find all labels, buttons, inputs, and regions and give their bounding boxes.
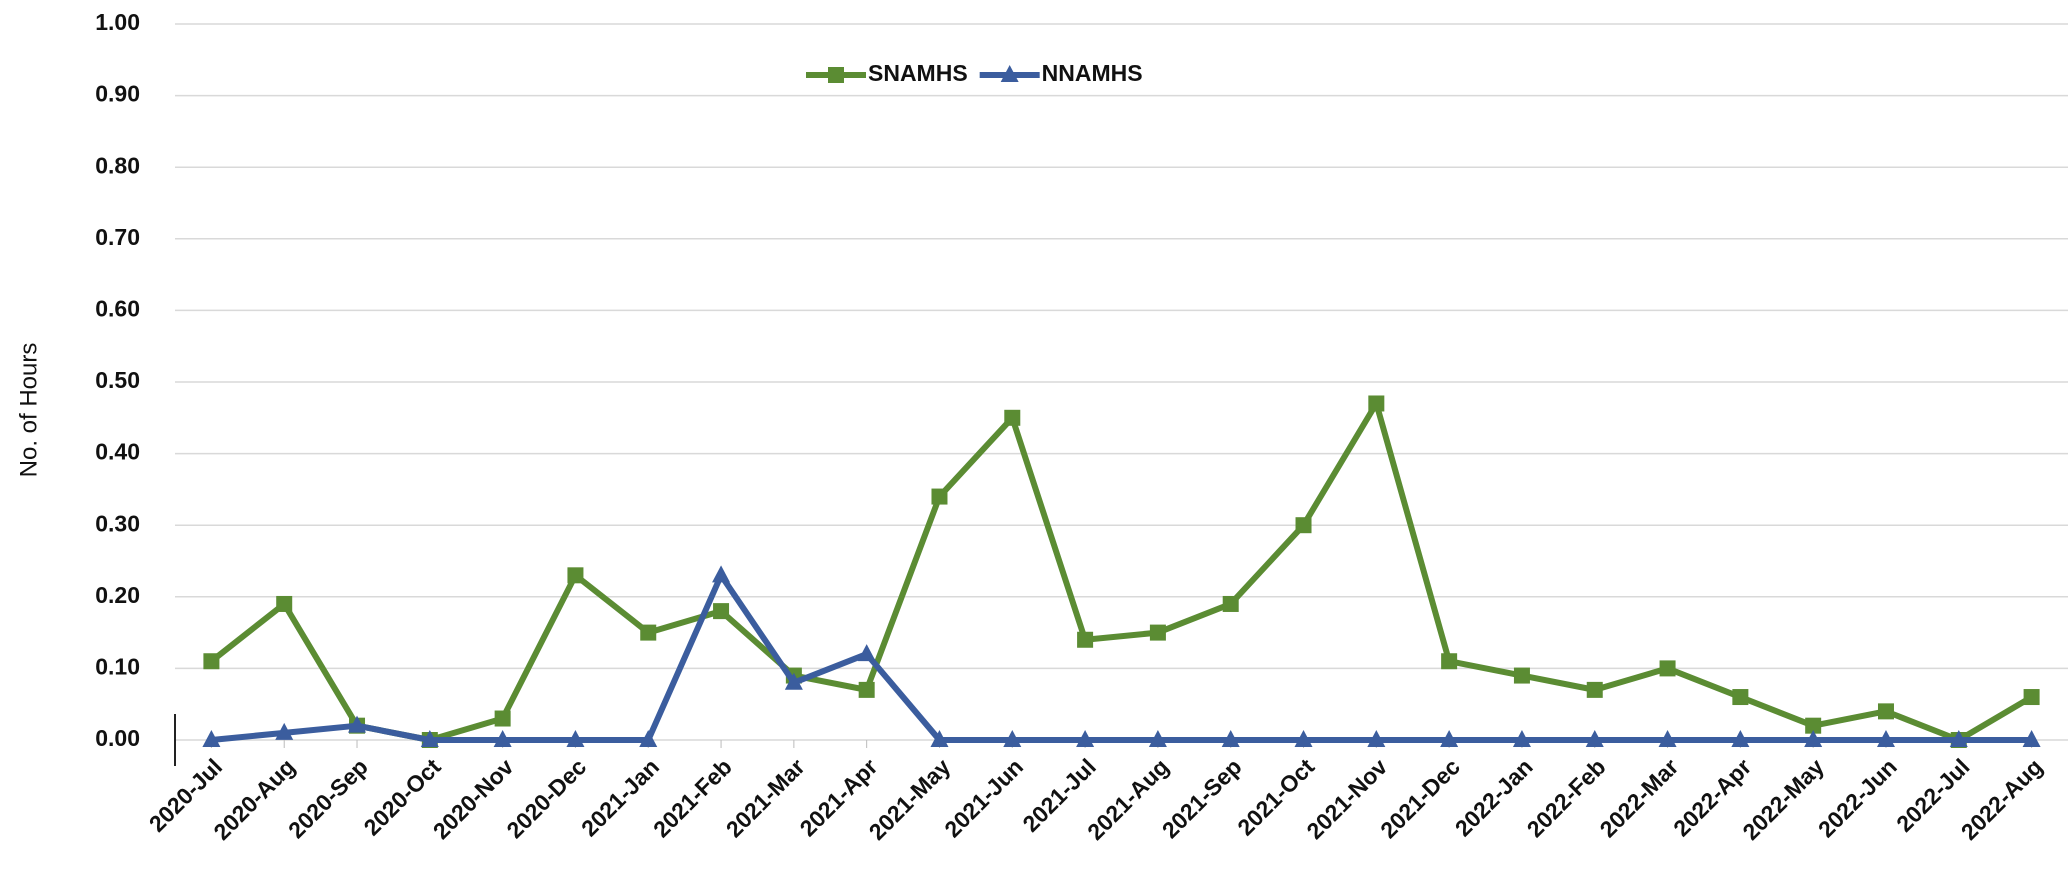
y-tick-label: 0.70 [95,224,140,250]
point [1295,517,1312,534]
y-tick-label: 0.90 [95,81,140,107]
point [1876,730,1895,747]
point [2022,730,2041,747]
point [1585,730,1604,747]
y-tick-label: 1.00 [95,9,140,35]
point [640,624,657,641]
point [784,672,803,690]
point [1294,730,1313,747]
point [348,715,367,733]
legend-label: NNAMHS [1042,60,1143,86]
x-tick-label: 2021-Feb [648,753,737,842]
x-tick-label: 2022-Jun [1813,753,1902,842]
point [567,567,584,584]
point [1658,730,1677,747]
x-tick-label: 2022-Jan [1450,753,1538,841]
y-tick-label: 0.80 [95,152,140,178]
point [1003,730,1022,747]
point [1368,395,1385,412]
point [420,730,439,747]
point [1077,631,1094,648]
point [1221,730,1240,747]
point [1441,653,1458,670]
point [1367,730,1386,747]
x-tick-label: 2022-Mar [1594,753,1683,842]
point [566,730,585,747]
series-line [211,572,2032,743]
point [1805,717,1822,734]
legend-marker [1000,65,1019,82]
point [712,565,731,583]
point [494,710,511,727]
x-tick-label: 2021-Jun [939,753,1028,842]
series-line [209,400,2034,743]
x-tick-label: 2021-Nov [1301,753,1392,844]
point [858,681,875,698]
x-tick-label: 2021-Mar [721,753,810,842]
point [203,653,220,670]
y-tick-label: 0.20 [95,582,140,608]
x-tick-label: 2020-Nov [428,753,519,844]
y-tick-label: 0.10 [95,653,140,679]
point [1659,660,1676,677]
point [1731,730,1750,747]
y-tick-label: 0.40 [95,439,140,465]
point [1004,409,1021,426]
point [639,730,658,747]
point [202,730,221,747]
x-tick-label: 2021-Dec [1375,753,1465,843]
point [1949,730,1968,747]
point [1804,730,1823,747]
y-tick-label: 0.00 [95,725,140,751]
point [1222,595,1239,612]
point [275,722,294,740]
point [1732,689,1749,706]
point [857,644,876,662]
point [1149,624,1166,641]
point [1148,730,1167,747]
point [2023,689,2040,706]
point [276,595,293,612]
y-tick-label: 0.30 [95,510,140,536]
x-tick-label: 2021-Jan [576,753,664,841]
point [1076,730,1095,747]
x-tick-label: 2022-Feb [1522,753,1611,842]
point [493,730,512,747]
point [1440,730,1459,747]
legend-marker [828,67,844,83]
point [713,603,730,620]
point [1512,730,1531,747]
point [1586,681,1603,698]
point [931,488,948,505]
x-tick-label: 2020-Dec [501,753,591,843]
y-axis-title: No. of Hours [15,343,42,478]
point [1513,667,1530,684]
point [1877,703,1894,720]
y-tick-label: 0.60 [95,295,140,321]
point [930,730,949,747]
legend-label: SNAMHS [868,60,968,86]
x-tick-label: 2020-Sep [283,753,373,843]
y-tick-label: 0.50 [95,367,140,393]
x-tick-label: 2021-Sep [1157,753,1247,843]
